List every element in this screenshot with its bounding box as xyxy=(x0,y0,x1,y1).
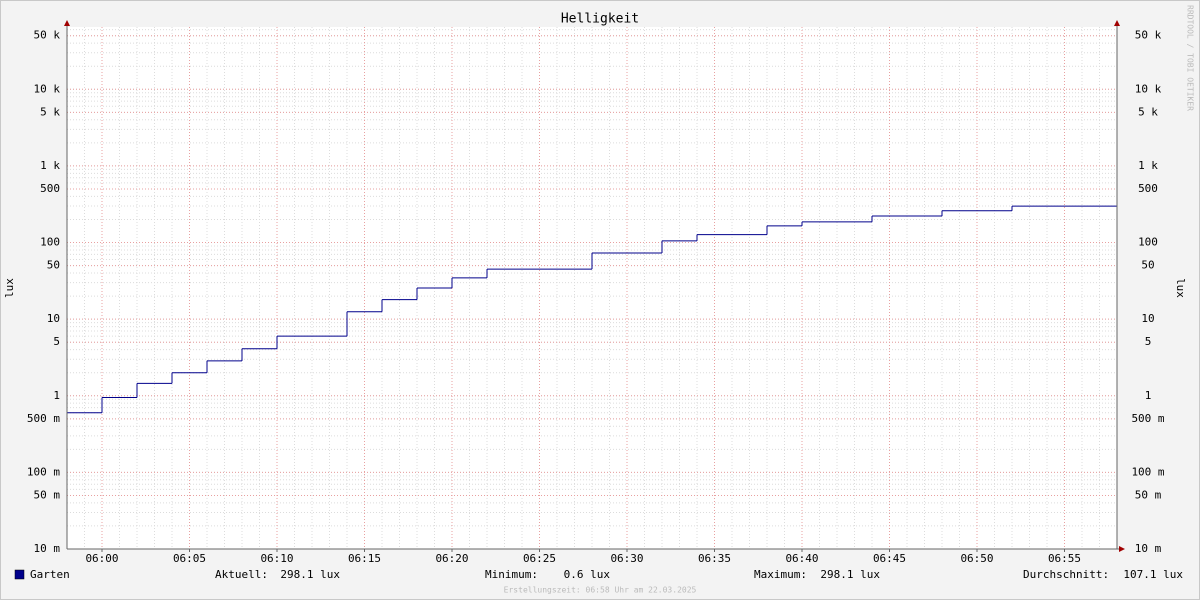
y-tick-label: 5 xyxy=(53,335,60,348)
x-tick-label: 06:50 xyxy=(960,552,993,565)
footer: Erstellungszeit: 06:58 Uhr am 22.03.2025 xyxy=(504,586,697,595)
y2-tick-label: 50 xyxy=(1141,259,1154,272)
y2-axis-label: lux xyxy=(1174,278,1187,298)
y-tick-label: 50 m xyxy=(34,488,61,501)
y-tick-label: 500 xyxy=(40,182,60,195)
grid xyxy=(66,27,1118,550)
y2-tick-label: 500 xyxy=(1138,182,1158,195)
y-tick-label: 10 k xyxy=(34,82,61,95)
stat-label: Durchschnitt: xyxy=(1023,568,1109,581)
x-tick-label: 06:45 xyxy=(873,552,906,565)
x-tick-label: 06:00 xyxy=(85,552,118,565)
stat-label: Aktuell: xyxy=(215,568,268,581)
y2-tick-label: 10 k xyxy=(1135,82,1162,95)
stat-value: 298.1 lux xyxy=(820,568,880,581)
y2-tick-label: 50 m xyxy=(1135,488,1162,501)
x-tick-label: 06:55 xyxy=(1048,552,1081,565)
axis-arrow xyxy=(1119,546,1125,552)
y2-tick-label: 1 k xyxy=(1138,159,1158,172)
y-tick-label: 50 xyxy=(47,259,60,272)
legend-swatch xyxy=(14,569,25,580)
x-tick-label: 06:10 xyxy=(260,552,293,565)
x-tick-label: 06:05 xyxy=(173,552,206,565)
stat-label: Minimum: xyxy=(485,568,538,581)
axis-arrow xyxy=(1114,20,1120,26)
legend-label: Garten xyxy=(30,568,70,581)
y2-tick-label: 1 xyxy=(1145,389,1152,402)
x-tick-label: 06:35 xyxy=(698,552,731,565)
y2-tick-label: 5 k xyxy=(1138,105,1158,118)
y2-tick-label: 100 xyxy=(1138,236,1158,249)
stat-value: 298.1 lux xyxy=(280,568,340,581)
y-tick-label: 100 m xyxy=(27,465,60,478)
x-tick-label: 06:30 xyxy=(610,552,643,565)
y-tick-label: 10 xyxy=(47,312,60,325)
y-tick-label: 500 m xyxy=(27,412,60,425)
watermark: RRDTOOL / TOBI OETIKER xyxy=(1186,5,1195,111)
y2-tick-label: 10 xyxy=(1141,312,1154,325)
x-tick-label: 06:15 xyxy=(348,552,381,565)
axis-arrow xyxy=(64,20,70,26)
y-tick-label: 1 xyxy=(53,389,60,402)
y-tick-label: 5 k xyxy=(40,105,60,118)
x-tick-label: 06:40 xyxy=(785,552,818,565)
y2-tick-label: 10 m xyxy=(1135,542,1162,555)
y2-tick-label: 5 xyxy=(1145,335,1152,348)
y2-tick-label: 50 k xyxy=(1135,29,1162,42)
y-tick-label: 50 k xyxy=(34,29,61,42)
chart-title: Helligkeit xyxy=(561,12,639,27)
stat-value: 0.6 lux xyxy=(564,568,611,581)
x-tick-label: 06:20 xyxy=(435,552,468,565)
x-tick-label: 06:25 xyxy=(523,552,556,565)
stat-label: Maximum: xyxy=(754,568,807,581)
stat-value: 107.1 lux xyxy=(1123,568,1183,581)
y-tick-label: 1 k xyxy=(40,159,60,172)
marks xyxy=(67,205,1118,414)
y-tick-label: 10 m xyxy=(34,542,61,555)
y2-tick-label: 100 m xyxy=(1131,465,1164,478)
y-tick-label: 100 xyxy=(40,236,60,249)
y-axis-label: lux xyxy=(3,278,16,298)
y2-tick-label: 500 m xyxy=(1131,412,1164,425)
